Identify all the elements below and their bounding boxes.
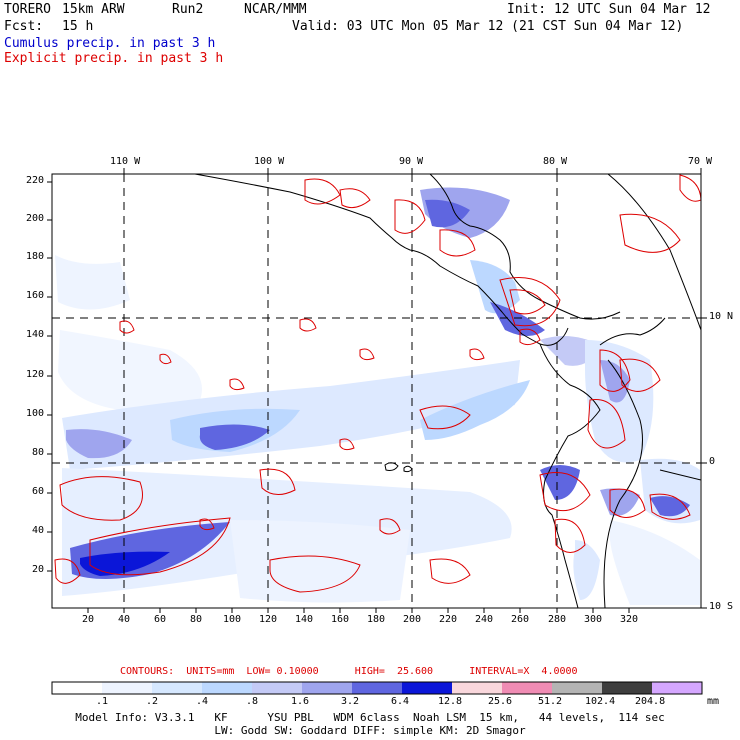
- colorbar-label: .4: [196, 696, 209, 707]
- y-tick-label: 80: [32, 447, 45, 458]
- colorbar-label: .1: [96, 696, 109, 707]
- valid-time: Valid: 03 UTC Mon 05 Mar 12 (21 CST Sun …: [292, 19, 684, 34]
- contour-info: CONTOURS: UNITS=mm LOW= 0.10000 HIGH= 25…: [120, 666, 578, 677]
- colorbar: [51, 681, 703, 695]
- x-tick-label: 20: [82, 614, 95, 625]
- y-tick-label: 180: [26, 251, 45, 262]
- colorbar-swatch: [602, 682, 652, 694]
- legend-explicit-label: Explicit precip. in past 3 h: [4, 51, 224, 66]
- y-tick-label: 140: [26, 329, 45, 340]
- lon-label: 100 W: [254, 156, 285, 167]
- y-tick-label: 60: [32, 486, 45, 497]
- x-tick-label: 240: [475, 614, 494, 625]
- colorbar-swatch: [252, 682, 302, 694]
- coastlines: [194, 174, 701, 608]
- model-physics: LW: Godd SW: Goddard DIFF: simple KM: 2D…: [214, 724, 526, 737]
- lon-label: 110 W: [110, 156, 141, 167]
- colorbar-swatch: [402, 682, 452, 694]
- colorbar-swatch: [302, 682, 352, 694]
- colorbar-swatch: [552, 682, 602, 694]
- explicit-precip-contours: [54, 174, 701, 593]
- colorbar-swatch: [52, 682, 102, 694]
- lat-label: 10 N: [709, 311, 734, 322]
- colorbar-label: 25.6: [488, 696, 513, 707]
- colorbar-swatch: [352, 682, 402, 694]
- x-tick-label: 320: [620, 614, 639, 625]
- x-tick-label: 280: [548, 614, 567, 625]
- y-tick-label: 100: [26, 408, 45, 419]
- axis-ticks: [47, 168, 707, 613]
- model-run: Run2: [172, 2, 204, 17]
- colorbar-label: 6.4: [391, 696, 410, 707]
- lat-label: 0: [709, 456, 716, 467]
- forecast-hour: 15 h: [62, 19, 94, 34]
- lon-label: 70 W: [688, 156, 713, 167]
- cumulus-precip-shading: [55, 187, 700, 605]
- y-tick-label: 20: [32, 564, 45, 575]
- colorbar-swatch: [652, 682, 702, 694]
- y-tick-label: 220: [26, 175, 45, 186]
- colorbar-swatch: [152, 682, 202, 694]
- model-resolution: 15km ARW: [62, 2, 125, 17]
- colorbar-label: .8: [246, 696, 259, 707]
- legend-cumulus-label: Cumulus precip. in past 3 h: [4, 36, 216, 51]
- x-tick-label: 160: [331, 614, 350, 625]
- colorbar-label: .2: [146, 696, 159, 707]
- y-tick-label: 160: [26, 290, 45, 301]
- x-tick-label: 300: [584, 614, 603, 625]
- colorbar-swatch: [452, 682, 502, 694]
- colorbar-label: 1.6: [291, 696, 310, 707]
- y-tick-label: 120: [26, 369, 45, 380]
- y-tick-label: 40: [32, 525, 45, 536]
- organization: NCAR/MMM: [244, 2, 307, 17]
- colorbar-label: 51.2: [538, 696, 563, 707]
- x-tick-label: 80: [190, 614, 203, 625]
- y-tick-label: 200: [26, 213, 45, 224]
- forecast-label: Fcst:: [4, 19, 44, 34]
- x-tick-label: 100: [223, 614, 242, 625]
- lon-label: 90 W: [399, 156, 424, 167]
- model-name: TORERO: [4, 2, 51, 17]
- x-tick-label: 260: [511, 614, 530, 625]
- colorbar-label: 12.8: [438, 696, 463, 707]
- x-tick-label: 140: [295, 614, 314, 625]
- x-tick-label: 180: [367, 614, 386, 625]
- x-tick-label: 60: [154, 614, 167, 625]
- colorbar-swatch: [102, 682, 152, 694]
- lat-label: 10 S: [709, 601, 734, 612]
- colorbar-unit: mm: [707, 696, 720, 707]
- x-tick-label: 120: [259, 614, 278, 625]
- colorbar-swatch: [202, 682, 252, 694]
- lon-label: 80 W: [543, 156, 568, 167]
- colorbar-label: 204.8: [635, 696, 666, 707]
- colorbar-label: 102.4: [585, 696, 616, 707]
- x-tick-label: 40: [118, 614, 131, 625]
- x-tick-label: 200: [403, 614, 422, 625]
- lat-lon-grid: [52, 174, 701, 608]
- model-info: Model Info: V3.3.1 KF YSU PBL WDM 6class…: [75, 711, 665, 724]
- colorbar-swatch: [502, 682, 552, 694]
- init-time: Init: 12 UTC Sun 04 Mar 12: [507, 2, 711, 17]
- colorbar-label: 3.2: [341, 696, 360, 707]
- x-tick-label: 220: [439, 614, 458, 625]
